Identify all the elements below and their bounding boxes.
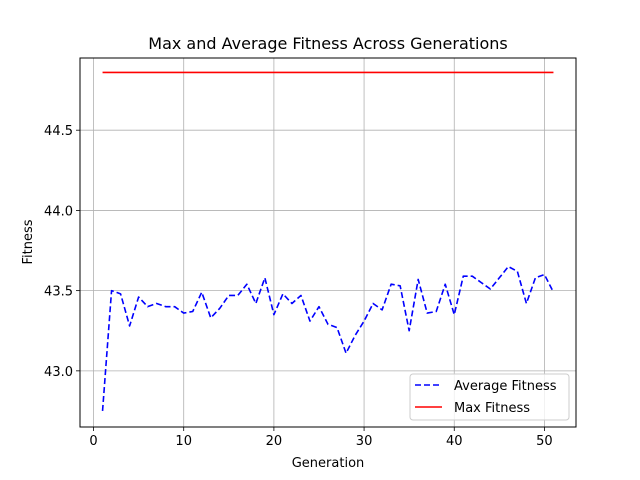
ticks: 0 10 20 30 40 50 43.0 43.5 44.0 44.5 [44,124,553,449]
y-tick-label: 43.5 [44,285,73,300]
x-axis-label: Generation [292,456,365,471]
series-line-average-fitness [101,265,555,412]
grid [80,58,576,427]
x-tick-label: 50 [536,434,553,449]
x-tick-label: 0 [89,434,97,449]
y-tick-label: 43.0 [44,365,73,380]
x-tick-label: 30 [356,434,373,449]
x-tick-label: 20 [266,434,283,449]
y-tick-label: 44.5 [44,124,73,139]
legend: Average Fitness Max Fitness [409,373,570,421]
x-tick-label: 40 [446,434,463,449]
y-tick-label: 44.0 [44,204,73,219]
y-axis-label: Fitness [21,219,36,264]
legend-label-max: Max Fitness [454,401,530,416]
x-tick-label: 10 [175,434,192,449]
series-layer [101,71,555,412]
legend-label-average: Average Fitness [454,379,557,394]
legend-box [409,373,570,421]
plot-frame [79,57,577,428]
chart-title: Max and Average Fitness Across Generatio… [148,34,507,53]
